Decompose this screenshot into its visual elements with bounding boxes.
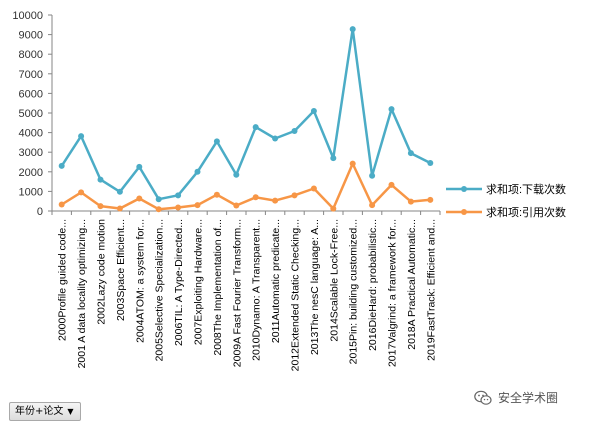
x-axis-ticks: 2000Profile guided code... 2001 A data lo… [51, 211, 441, 371]
data-point [136, 163, 143, 170]
data-point [175, 192, 182, 199]
data-point [272, 197, 279, 204]
x-tick-label: 2001 A data locality optimizing... [76, 219, 88, 368]
x-tick-label: 2013The nesC language: A... [309, 219, 321, 355]
data-point [310, 185, 317, 192]
data-point [427, 196, 434, 203]
series-layer [58, 26, 434, 213]
x-tick-label: 2009A Fast Fourier Transform... [231, 219, 243, 367]
wechat-icon [474, 390, 492, 405]
x-tick-label: 2012Extended Static Checking... [290, 219, 302, 371]
y-axis-ticks: 0 1000 2000 3000 4000 5000 6000 7000 8000 9000 100… [12, 10, 52, 218]
x-tick-label: 2004ATOM: a system for... [134, 219, 146, 343]
filter-label: 年份+论文 [15, 406, 64, 417]
data-point [291, 128, 298, 135]
chart-axes [51, 15, 440, 212]
data-point [349, 160, 356, 167]
series-1 [58, 26, 434, 203]
watermark-text: 安全学术圈 [498, 391, 559, 405]
field-filter-button[interactable]: 年份+论文 ▼ [9, 402, 81, 421]
data-point [407, 150, 414, 157]
data-point [291, 192, 298, 199]
data-point [407, 198, 414, 205]
x-tick-label: 2008The Implementation of... [212, 219, 224, 356]
data-point [97, 203, 104, 210]
y-tick-label: 0 [37, 206, 43, 218]
legend-item-2: 求和项:引用次数 [446, 205, 566, 219]
data-point [369, 202, 376, 209]
data-point [194, 168, 201, 175]
x-tick-label: 2000Profile guided code... [57, 219, 69, 341]
y-tick-label: 5000 [19, 108, 43, 120]
data-point [330, 155, 337, 162]
data-point [233, 202, 240, 209]
watermark: 安全学术圈 [474, 389, 558, 406]
data-point [252, 194, 259, 201]
legend-label: 求和项:引用次数 [486, 205, 566, 219]
data-point [233, 171, 240, 178]
data-point [58, 162, 65, 169]
data-point [213, 191, 220, 198]
x-tick-label: 2006TIL: A Type-Directed... [173, 219, 185, 346]
data-point [116, 205, 123, 212]
data-point [97, 176, 104, 183]
x-tick-label: 2014Scalable Lock-Free... [328, 219, 340, 342]
series-line [61, 162, 431, 211]
data-point [58, 201, 65, 208]
y-tick-label: 9000 [19, 30, 43, 42]
y-tick-label: 8000 [19, 49, 43, 61]
data-point [136, 195, 143, 202]
data-point [213, 138, 220, 145]
y-tick-label: 2000 [19, 167, 43, 179]
x-tick-label: 2007Exploiting Hardware... [193, 219, 205, 345]
x-tick-label: 2019FastTrack: Efficient and... [425, 219, 437, 361]
x-tick-label: 2010Dynamo: A Transparent... [251, 219, 263, 361]
data-point [155, 206, 162, 213]
series-line [60, 27, 431, 201]
data-point [388, 106, 395, 113]
data-point [252, 124, 259, 131]
x-tick-label: 2016DieHard: probabilistic... [367, 219, 379, 351]
data-point [349, 26, 356, 33]
legend-item-1: 求和项:下载次数 [446, 182, 566, 196]
y-tick-label: 4000 [19, 128, 43, 140]
x-tick-label: 2005Selective Specialization... [154, 219, 166, 361]
x-tick-label: 2002Lazy code motion [96, 219, 108, 325]
series-2 [58, 160, 434, 213]
y-tick-label: 10000 [12, 10, 43, 22]
chevron-down-icon: ▼ [67, 407, 74, 416]
data-point [427, 159, 434, 166]
legend-label: 求和项:下载次数 [486, 182, 566, 196]
x-tick-label: 2018A Practical Automatic... [406, 219, 418, 350]
y-tick-label: 1000 [19, 186, 43, 198]
data-point [272, 135, 279, 142]
y-tick-label: 3000 [19, 147, 43, 159]
data-point [175, 204, 182, 211]
legend-swatch-marker [461, 186, 467, 192]
data-point [194, 202, 201, 209]
x-tick-label: 2003Space Efficient... [115, 219, 127, 321]
data-point [116, 188, 123, 195]
data-point [78, 133, 85, 140]
data-point [78, 189, 85, 196]
data-point [310, 108, 317, 115]
data-point [330, 205, 337, 212]
data-point [369, 172, 376, 179]
x-tick-label: 2017Valgrind: a framework for... [387, 219, 399, 367]
y-tick-label: 7000 [19, 69, 43, 81]
data-point [155, 196, 162, 203]
x-tick-label: 2011Automatic predicate... [270, 219, 282, 343]
x-tick-label: 2015Pin: building customized... [348, 219, 360, 364]
y-tick-label: 6000 [19, 88, 43, 100]
legend-swatch-marker [461, 209, 467, 215]
data-point [388, 181, 395, 188]
